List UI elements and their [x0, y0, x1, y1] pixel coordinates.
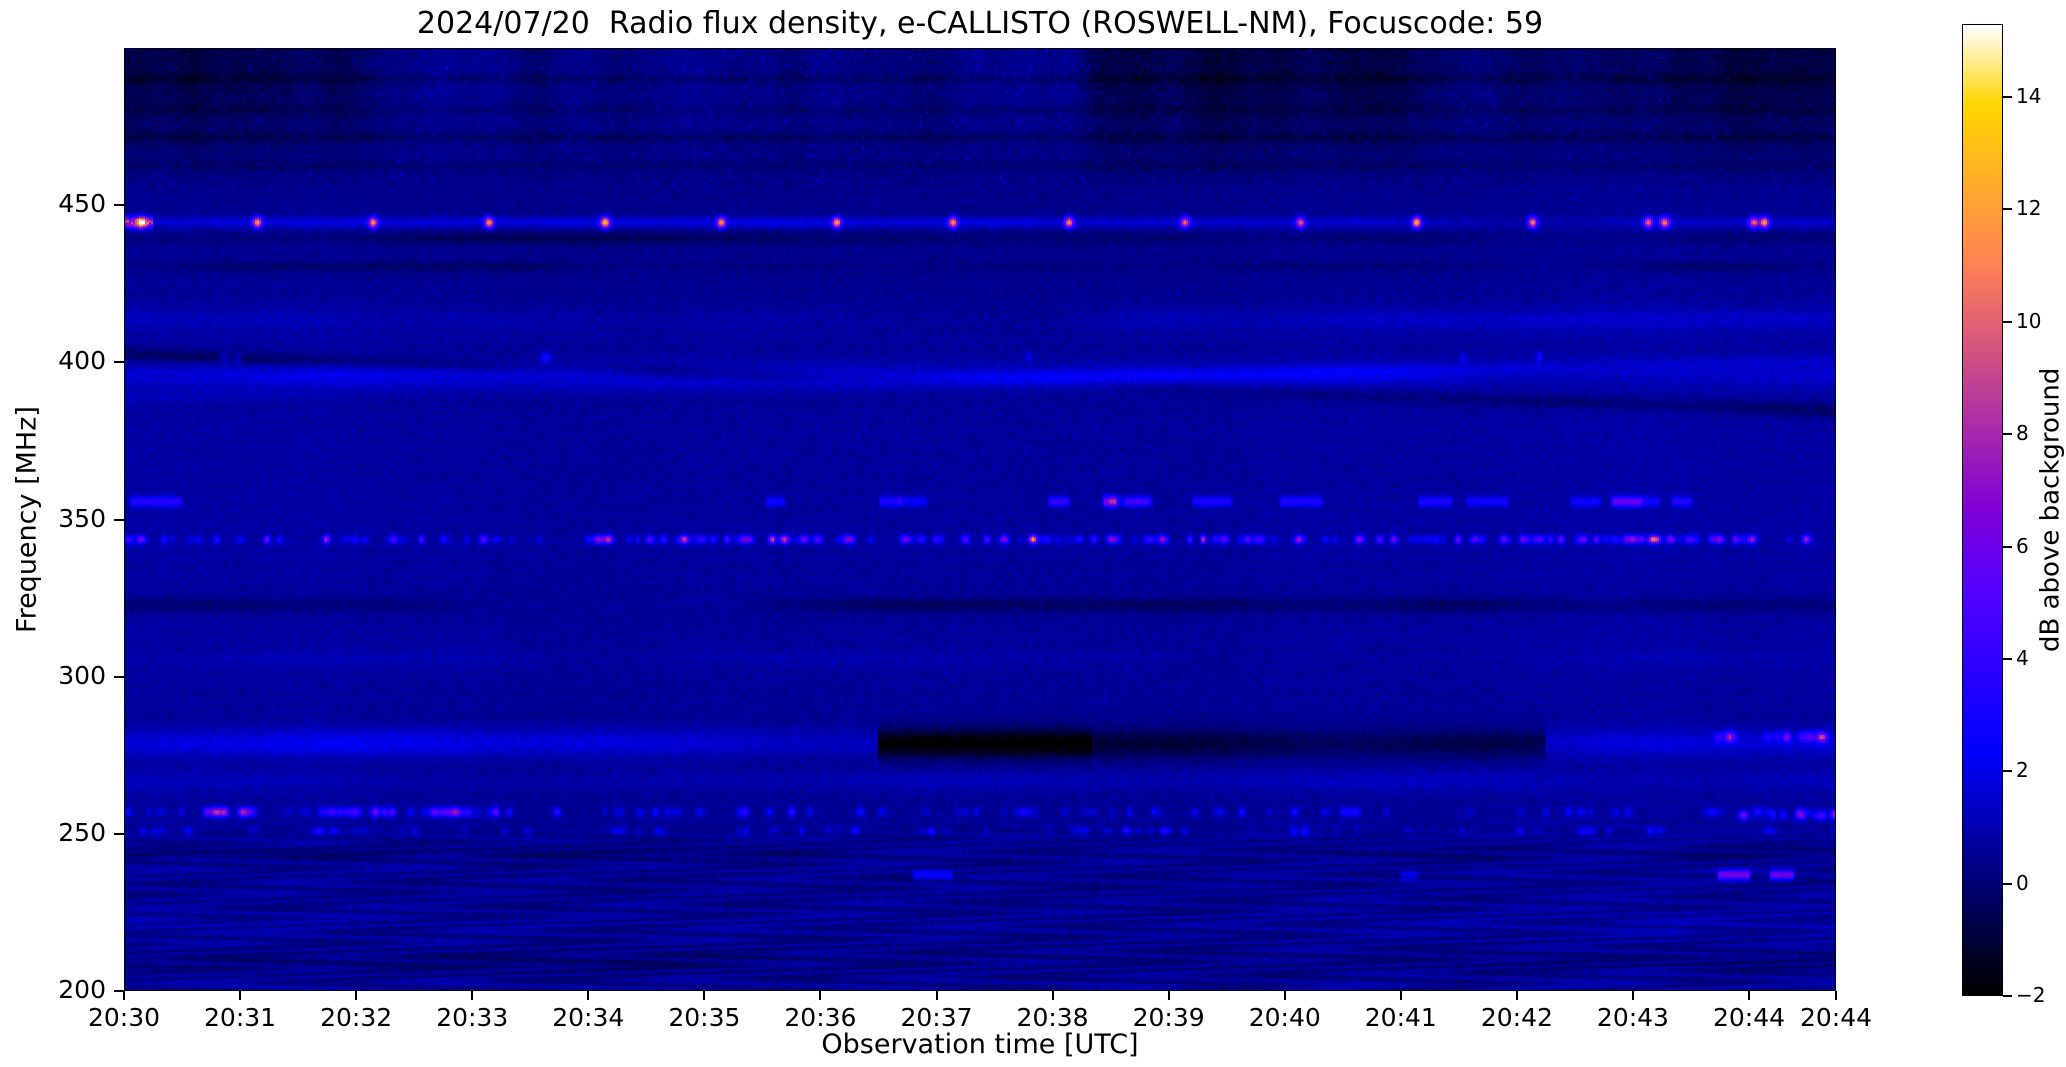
colorbar-tick-mark: [2003, 882, 2012, 885]
x-tick-mark: [239, 991, 242, 1000]
x-tick-mark: [1515, 991, 1518, 1000]
y-tick-label: 300: [58, 660, 106, 690]
x-tick-mark: [1748, 991, 1751, 1000]
x-tick-label: 20:43: [1596, 1003, 1669, 1032]
colorbar-tick-mark: [2003, 657, 2012, 660]
x-tick-label: 20:44: [1712, 1003, 1786, 1032]
colorbar-tick-label: 4: [2016, 645, 2029, 670]
x-tick-mark: [1051, 991, 1054, 1000]
x-tick-label: 20:37: [900, 1003, 973, 1032]
colorbar-tick-mark: [2003, 208, 2012, 211]
x-tick-label: 20:44: [1799, 1003, 1873, 1032]
x-tick-mark: [1631, 991, 1634, 1000]
y-tick-mark: [114, 518, 124, 521]
y-tick-mark: [114, 204, 124, 207]
x-tick-mark: [123, 991, 125, 1000]
colorbar-tick-mark: [2003, 96, 2012, 99]
colorbar-tick-label: 0: [2016, 870, 2029, 895]
y-tick-label: 400: [58, 346, 106, 376]
colorbar-tick-mark: [2003, 545, 2012, 548]
x-tick-mark: [355, 991, 358, 1000]
x-tick-label: 20:31: [204, 1003, 277, 1032]
colorbar-tick-label: 14: [2016, 84, 2042, 109]
x-tick-mark: [935, 991, 938, 1000]
colorbar: [1962, 24, 2003, 996]
x-tick-mark: [1283, 991, 1286, 1000]
y-tick-mark: [114, 675, 124, 678]
colorbar-tick-label: 12: [2016, 196, 2042, 221]
y-tick-label: 250: [58, 817, 106, 847]
x-tick-label: 20:33: [436, 1003, 509, 1032]
x-tick-label: 20:32: [320, 1003, 393, 1032]
colorbar-tick-mark: [2003, 770, 2012, 773]
x-tick-mark: [1167, 991, 1170, 1000]
x-tick-label: 20:34: [552, 1003, 625, 1032]
x-tick-label: 20:40: [1248, 1003, 1321, 1032]
colorbar-tick-label: 2: [2016, 758, 2029, 783]
colorbar-tick-mark: [2003, 995, 2012, 997]
y-tick-mark: [114, 832, 124, 835]
colorbar-canvas: [1963, 25, 2002, 995]
y-tick-mark: [114, 361, 124, 364]
x-tick-mark: [1399, 991, 1402, 1000]
y-tick-label: 200: [58, 975, 106, 1004]
x-tick-label: 20:41: [1364, 1003, 1437, 1032]
colorbar-tick-label: 10: [2016, 308, 2042, 333]
x-tick-mark: [703, 991, 706, 1000]
x-tick-mark: [819, 991, 822, 1000]
x-tick-mark: [1835, 991, 1837, 1000]
x-axis-label: Observation time [UTC]: [821, 1029, 1139, 1060]
x-tick-label: 20:35: [668, 1003, 741, 1032]
x-tick-label: 20:36: [784, 1003, 857, 1032]
colorbar-tick-label: 8: [2016, 421, 2029, 446]
colorbar-tick-label: 6: [2016, 533, 2029, 558]
spectrogram-canvas: [125, 49, 1835, 990]
x-tick-label: 20:39: [1132, 1003, 1205, 1032]
x-tick-mark: [587, 991, 590, 1000]
x-tick-label: 20:30: [87, 1003, 161, 1032]
y-tick-mark: [114, 990, 124, 992]
colorbar-label: dB above background: [2035, 367, 2066, 653]
y-tick-label: 350: [58, 503, 106, 533]
colorbar-tick-label: −2: [2016, 983, 2046, 1007]
x-tick-mark: [471, 991, 474, 1000]
plot-area: [124, 48, 1836, 991]
colorbar-tick-mark: [2003, 433, 2012, 436]
chart-title: 2024/07/20 Radio flux density, e-CALLIST…: [416, 6, 1544, 41]
colorbar-tick-mark: [2003, 320, 2012, 323]
x-tick-label: 20:38: [1016, 1003, 1089, 1032]
y-tick-label: 450: [58, 189, 106, 219]
x-tick-label: 20:42: [1480, 1003, 1553, 1032]
